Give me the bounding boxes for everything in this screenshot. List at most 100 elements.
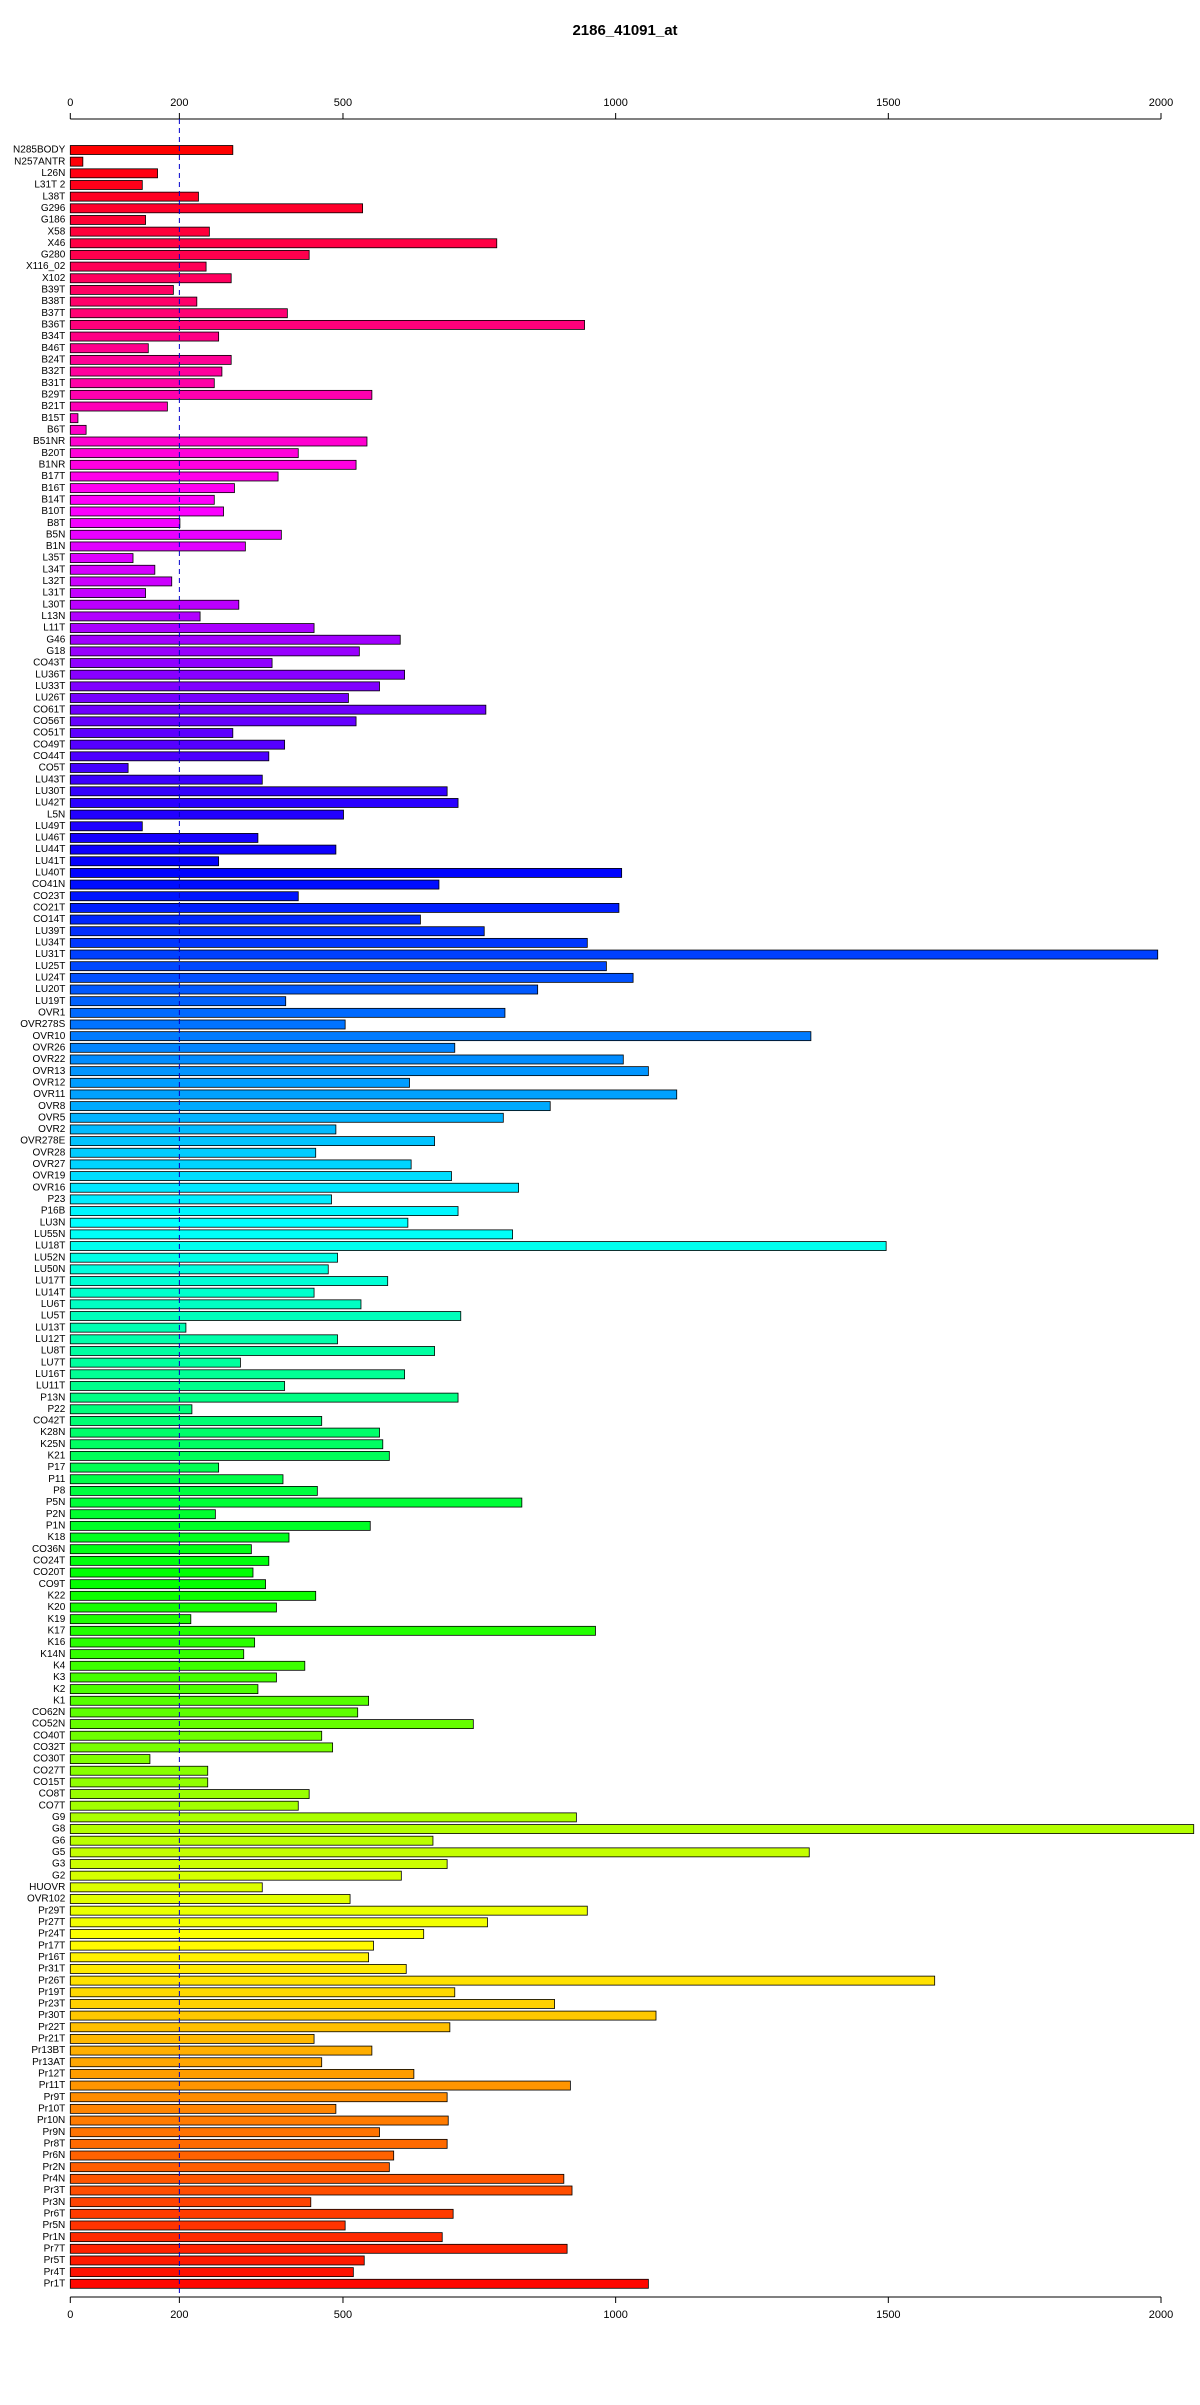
x-tick-label: 0 [67,97,73,109]
bar [69,611,201,622]
category-label: CO51T [33,728,65,739]
bar [69,2150,395,2161]
bar [69,1917,488,1928]
category-label: P11 [48,1474,65,1485]
chart-title: 2186_41091_at [572,22,677,39]
category-label: LU7T [41,1357,65,1368]
bar [69,774,263,785]
bar [69,319,585,330]
x-tick-label: 1000 [603,2309,627,2321]
bar [69,1660,306,1671]
category-label: CO5T [39,763,66,774]
bar [69,215,146,225]
bar [69,156,84,167]
category-label: LU31T [35,949,65,960]
bar [69,728,234,738]
category-label: L13N [41,611,65,622]
bar [69,483,235,494]
bar [69,588,146,598]
category-label: LU14T [35,1287,65,1298]
category-label: LU34T [35,938,65,949]
category-label: LU43T [35,774,65,785]
category-label: LU17T [35,1276,65,1287]
bar [69,459,357,470]
category-label: N257ANTR [14,156,65,167]
bar [69,1684,259,1695]
category-label: LU55N [34,1229,65,1240]
bar [69,868,623,878]
category-label: G8 [52,1824,66,1835]
bar [69,1089,678,1100]
category-label: L34T [43,564,66,575]
bar [69,2255,365,2266]
bar [69,2080,571,2091]
bar [69,1544,252,1555]
bar [69,2267,354,2278]
category-label: LU42T [35,798,65,809]
category-label: Pr11T [39,2080,66,2091]
category-label: OVR5 [38,1112,66,1123]
bar [69,1870,402,1881]
category-label: K2 [53,1684,66,1695]
bar [69,1975,936,1986]
x-tick-label: 1000 [603,97,627,109]
bar [69,2278,649,2289]
bar [69,879,440,890]
bar [69,1229,513,1240]
bar [69,1567,254,1578]
category-label: B16T [41,483,65,494]
bar [69,1124,337,1135]
bar [69,1381,286,1391]
bar [69,1999,555,2009]
category-label: CO8T [39,1789,66,1800]
category-label: B21T [41,401,65,412]
category-label: CO30T [33,1754,65,1765]
category-label: G5 [52,1847,66,1858]
category-label: LU18T [35,1241,65,1252]
bar [69,844,337,855]
category-label: K16 [48,1637,66,1648]
category-label: LU24T [35,973,65,984]
category-label: G296 [41,203,66,214]
category-label: OVR13 [33,1066,66,1077]
category-label: OVR22 [33,1054,66,1065]
category-label: Pr1T [44,2278,66,2289]
bar [69,903,620,913]
category-label: K4 [53,1660,66,1671]
bar [69,1031,812,1042]
bar [69,704,487,715]
bar [69,1824,1195,1834]
bar [69,623,315,633]
category-label: Pr4N [43,2173,66,2184]
bar [69,1241,887,1251]
category-label: CO36N [32,1544,65,1555]
bar [69,1101,551,1112]
category-label: L32T [43,576,66,587]
category-label: OVR19 [33,1171,66,1182]
category-label: Pr7T [44,2243,66,2254]
bar [69,2115,449,2126]
category-label: LU36T [35,669,65,680]
category-label: K19 [48,1614,66,1625]
bar [69,996,287,1007]
category-label: CO40T [33,1730,65,1741]
category-label: B17T [41,471,65,482]
category-label: G186 [41,215,66,226]
category-label: CO21T [33,903,65,914]
bar [69,2138,448,2149]
category-label: CO56T [33,716,65,727]
category-label: Pr4T [44,2267,66,2278]
bar [69,2162,390,2173]
bar [69,1777,209,1788]
bar [69,2185,573,2196]
category-label: Pr26T [38,1975,65,1986]
category-label: CO44T [33,751,65,762]
category-label: B29T [41,390,65,401]
category-label: OVR10 [33,1031,66,1042]
category-label: CO32T [33,1742,65,1753]
category-label: OVR8 [38,1101,66,1112]
bar [69,1462,220,1473]
bar [69,1579,266,1590]
category-label: P2N [46,1509,65,1520]
